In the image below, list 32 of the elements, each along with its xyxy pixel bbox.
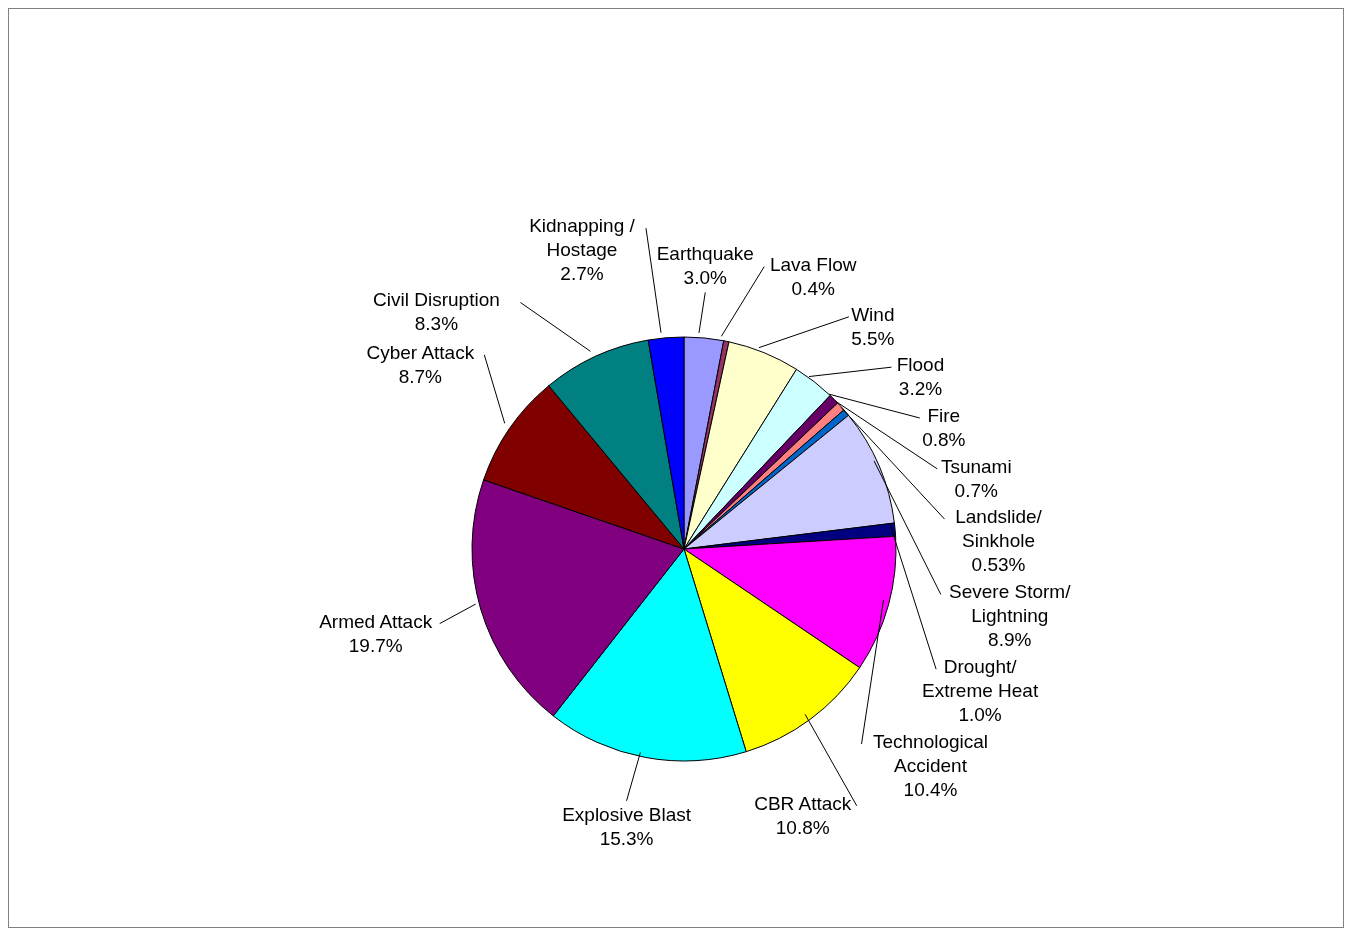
slice-label: Wind <box>851 303 895 325</box>
slice-label: Explosive Blast <box>562 803 692 825</box>
data-label: 8.9% <box>988 629 1032 651</box>
slice-label: Kidnapping / Hostage <box>529 215 636 261</box>
data-label: 8.7% <box>398 365 443 387</box>
slice-label: Armed Attack <box>319 610 433 632</box>
slice-label: Cyber Attack <box>366 341 475 363</box>
data-label: 5.5% <box>851 327 895 349</box>
slice-label: Lava Flow <box>769 253 857 275</box>
slice-label: Drought/ Extreme Heat <box>922 656 1039 702</box>
data-label: 19.7% <box>348 634 403 656</box>
slice-label: Fire <box>927 405 961 427</box>
data-label: 3.2% <box>898 378 943 400</box>
slice-label: Earthquake <box>656 243 754 265</box>
slice-label: Severe Storm/ Lightning <box>949 581 1072 627</box>
slice-label: Technological Accident <box>872 730 989 776</box>
slice-label: Landslide/ Sinkhole <box>955 506 1043 552</box>
data-label: 8.3% <box>414 313 459 335</box>
slice-label: Flood <box>896 354 945 376</box>
data-label: 0.8% <box>922 429 966 451</box>
data-label: 0.53% <box>971 554 1026 576</box>
data-label: 10.4% <box>903 778 958 800</box>
data-label: 2.7% <box>560 263 604 285</box>
slice-label: CBR Attack <box>754 792 852 814</box>
data-label: 10.8% <box>775 816 830 838</box>
data-label: 1.0% <box>958 704 1002 726</box>
slice-label: Tsunami <box>940 455 1012 477</box>
data-label: 3.0% <box>683 267 728 289</box>
slice-label: Civil Disruption <box>373 289 500 311</box>
data-label: 15.3% <box>599 827 654 849</box>
data-label: 0.7% <box>954 479 999 501</box>
data-label: 0.4% <box>791 277 835 299</box>
